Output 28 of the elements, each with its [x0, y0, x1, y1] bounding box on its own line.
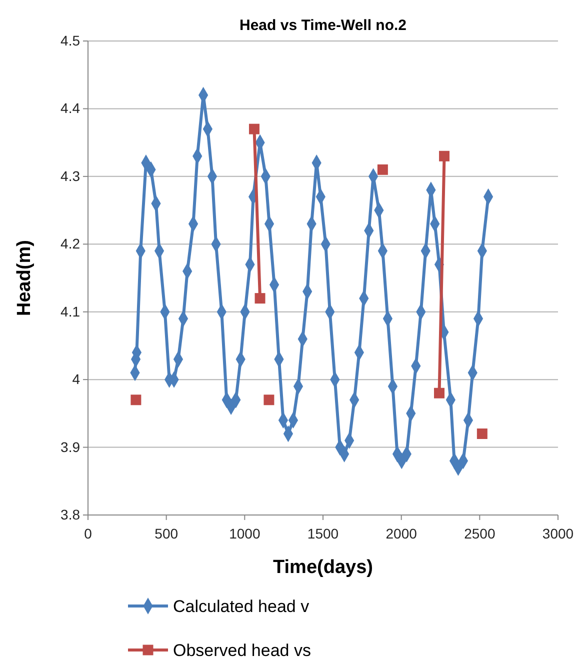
y-tick-label: 4 — [72, 371, 80, 388]
legend-label: Observed head vs — [173, 641, 311, 660]
point — [248, 124, 260, 134]
y-tick-label: 4.5 — [60, 32, 80, 48]
point — [476, 428, 488, 439]
y-tick-label: 3.8 — [60, 506, 80, 522]
chart-title: Head vs Time-Well no.2 — [240, 17, 406, 34]
point — [439, 150, 450, 162]
x-tick-label: 1000 — [229, 525, 260, 542]
x-axis-title: Time(days) — [273, 557, 373, 578]
y-tick-label: 3.9 — [60, 438, 80, 455]
y-tick-label: 4.4 — [60, 100, 80, 116]
point — [434, 388, 444, 398]
point — [130, 394, 142, 406]
y-axis-title: Head(m) — [14, 240, 35, 316]
x-tick-label: 0 — [84, 525, 92, 542]
x-tick-label: 500 — [154, 525, 178, 542]
x-tick-label: 1500 — [307, 525, 339, 542]
y-tick-label: 4.1 — [60, 303, 80, 320]
y-tick-label: 4.2 — [60, 236, 80, 252]
point — [377, 164, 388, 175]
x-tick-label: 2000 — [386, 525, 418, 542]
x-tick-label: 2500 — [464, 525, 496, 542]
y-tick-label: 4.3 — [60, 168, 80, 184]
x-tick-label: 3000 — [542, 525, 574, 542]
point — [264, 394, 274, 406]
point — [254, 293, 266, 304]
legend-label: Calculated head v — [173, 597, 310, 616]
